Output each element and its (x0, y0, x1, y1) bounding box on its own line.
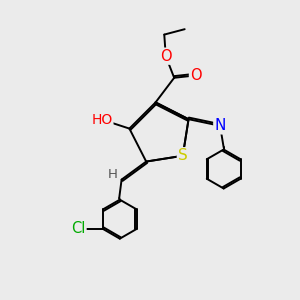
Text: Cl: Cl (71, 221, 85, 236)
Text: O: O (160, 49, 172, 64)
Text: O: O (190, 68, 202, 83)
Text: H: H (108, 168, 118, 181)
Text: N: N (214, 118, 226, 133)
Text: HO: HO (91, 112, 112, 127)
Text: S: S (178, 148, 188, 163)
